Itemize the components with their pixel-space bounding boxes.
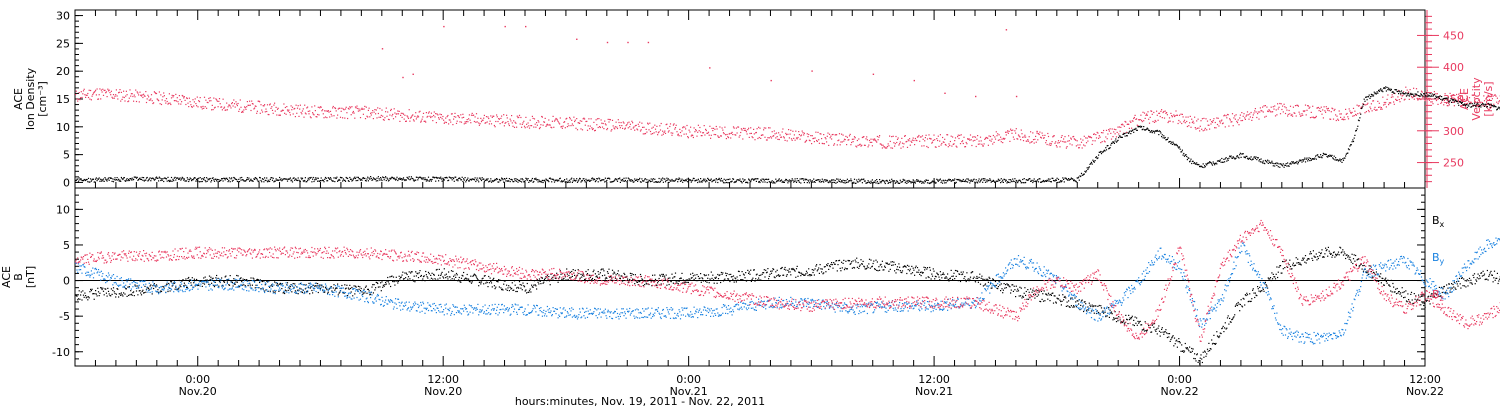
time-tick-label: 12:00 <box>1409 373 1441 386</box>
time-tick-label: 12:00 <box>427 373 459 386</box>
velocity-outlier-point <box>1015 95 1018 98</box>
legend-bz: Bz <box>1432 288 1444 303</box>
time-tick-date: Nov.20 <box>179 385 217 398</box>
time-tick-date: Nov.21 <box>670 385 708 398</box>
density-tick-label: 30 <box>56 10 70 23</box>
top-plot-frame <box>74 9 1426 189</box>
density-axis-title-line: [cm⁻³] <box>36 81 49 117</box>
time-tick-date: Nov.21 <box>915 385 953 398</box>
time-tick-date: Nov.22 <box>1160 385 1198 398</box>
velocity-outliers <box>381 25 1038 133</box>
b-axis-title-line: ACE <box>0 266 13 288</box>
velocity-outlier-point <box>709 67 711 69</box>
density-axis-title: ACEIon Density[cm⁻³] <box>12 67 49 130</box>
bx-series <box>75 246 1500 365</box>
time-tick-label: 12:00 <box>918 373 950 386</box>
legend-by-main: B <box>1432 251 1440 264</box>
b-tick-label: 0 <box>63 275 70 288</box>
velocity-axis-title: ACEVelocity[km/s] <box>1458 77 1495 121</box>
b-tick-label: -10 <box>52 346 70 359</box>
legend-bx-main: B <box>1432 214 1440 227</box>
velocity-outlier-point <box>576 38 578 40</box>
velocity-outlier-point <box>525 25 527 28</box>
density-tick-label: 10 <box>56 121 70 134</box>
velocity-series <box>75 86 1500 149</box>
by-series <box>75 237 1500 345</box>
velocity-outlier-point <box>811 70 813 72</box>
density-axis-title-line: Ion Density <box>24 67 37 130</box>
density-tick-label: 20 <box>56 65 70 78</box>
velocity-outlier-point <box>944 92 946 94</box>
density-tick-label: 5 <box>63 149 70 162</box>
velocity-outlier-point <box>647 41 650 44</box>
legend-bz-main: B <box>1432 288 1440 301</box>
bottom-plot-frame <box>74 187 1426 367</box>
density-tick-label: 15 <box>56 93 70 106</box>
velocity-outlier-point <box>402 76 404 79</box>
legend-bz-sub: z <box>1440 294 1444 303</box>
velocity-tick-label: 250 <box>1443 157 1464 170</box>
velocity-outlier-point <box>606 41 609 44</box>
density-axis-title-line: ACE <box>12 88 25 110</box>
velocity-tick-label: 300 <box>1443 125 1464 138</box>
time-axis-title: hours:minutes, Nov. 19, 2011 - Nov. 22, … <box>515 395 765 408</box>
b-axis-title-line: [nT] <box>24 266 37 288</box>
legend-by: By <box>1432 251 1445 266</box>
bz-series <box>75 219 1500 342</box>
b-tick-label: -5 <box>59 310 70 323</box>
density-tick-label: 25 <box>56 37 70 50</box>
velocity-axis-title-line: [km/s] <box>1482 81 1495 116</box>
b-axis-title: ACEB[nT] <box>0 266 37 288</box>
velocity-outlier-point <box>504 25 506 28</box>
density-series <box>75 86 1500 185</box>
velocity-outlier-point <box>913 79 915 82</box>
time-tick-date: Nov.20 <box>424 385 462 398</box>
velocity-axis-title-line: Velocity <box>1470 77 1483 121</box>
legend-bx: Bx <box>1432 214 1445 229</box>
density-tick-label: 0 <box>63 176 70 189</box>
velocity-tick-label: 450 <box>1443 29 1464 42</box>
velocity-outlier-point <box>975 95 977 98</box>
legend-bx-sub: x <box>1440 220 1445 229</box>
time-tick-label: 0:00 <box>1167 373 1192 386</box>
b-tick-label: 5 <box>63 239 70 252</box>
velocity-outlier-point <box>1036 130 1038 133</box>
time-axis: 0:00Nov.2012:00Nov.200:00Nov.2112:00Nov.… <box>74 10 1444 408</box>
time-tick-label: 0:00 <box>185 373 210 386</box>
b-tick-label: 10 <box>56 203 70 216</box>
velocity-tick-label: 400 <box>1443 61 1464 74</box>
velocity-outlier-point <box>412 73 414 75</box>
time-tick-label: 0:00 <box>676 373 701 386</box>
velocity-outlier-point <box>381 48 384 50</box>
velocity-outlier-point <box>770 79 772 82</box>
velocity-outlier-point <box>443 25 445 28</box>
time-tick-date: Nov.22 <box>1406 385 1444 398</box>
velocity-outlier-point <box>627 41 629 44</box>
velocity-outlier-point <box>1005 29 1008 31</box>
legend-by-sub: y <box>1440 257 1445 266</box>
velocity-outlier-point <box>872 73 875 75</box>
b-axis-title-line: B <box>12 273 25 281</box>
